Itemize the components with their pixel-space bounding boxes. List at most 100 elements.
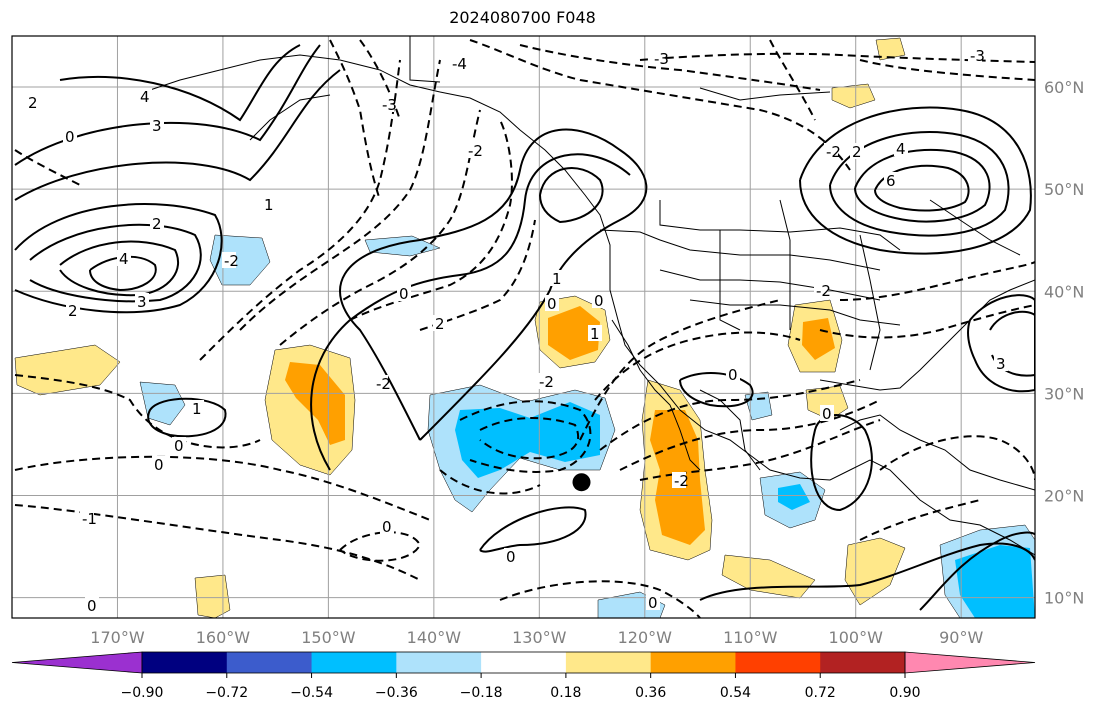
- latitude-label: 10°N: [1044, 589, 1084, 608]
- longitude-label: 90°W: [939, 628, 983, 647]
- contour-label: 0: [648, 594, 658, 612]
- contour-label: 0: [87, 597, 97, 615]
- contour-label: -2: [826, 143, 841, 161]
- negative-anomaly-area: [139, 381, 186, 426]
- contour-label: 4: [119, 250, 129, 268]
- anomaly-shading: [14, 37, 1035, 618]
- positive-anomaly-core: [802, 318, 835, 360]
- colorbar-segment: [565, 652, 652, 673]
- contour-label: -1: [82, 510, 97, 528]
- colorbar-extend-high: [904, 651, 1036, 674]
- location-marker: [572, 473, 591, 492]
- contour-label: 4: [140, 88, 150, 106]
- contour-label: 2: [152, 215, 162, 233]
- contour-label: 0: [154, 456, 164, 474]
- colorbar-tick-label: 0.90: [889, 685, 920, 701]
- positive-anomaly-area: [831, 83, 876, 109]
- colorbar-frame: [141, 651, 906, 674]
- graticule: [12, 36, 1035, 618]
- contour-label: 2: [68, 302, 78, 320]
- negative-anomaly-core: [955, 545, 1035, 618]
- contour-label: 0: [382, 518, 392, 536]
- longitude-label: 160°W: [196, 628, 251, 647]
- contour-label: 3: [152, 117, 162, 135]
- latitude-label: 20°N: [1044, 486, 1084, 505]
- contour-label: -3: [970, 47, 985, 65]
- contour-label: 2: [852, 143, 862, 161]
- colorbar-tick-label: −0.36: [375, 685, 418, 701]
- contour-label: 0: [547, 295, 557, 313]
- contour-label: 1: [264, 196, 274, 214]
- contour-label: 2: [28, 94, 38, 112]
- latitude-label: 30°N: [1044, 384, 1084, 403]
- contour-label: 0: [65, 128, 75, 146]
- longitude-labels: 170°W 160°W 150°W 140°W 130°W 120°W 110°W 100°W…: [90, 628, 983, 647]
- colorbar-segment: [396, 652, 482, 673]
- map-frame: [11, 35, 1036, 619]
- colorbar-segment: [226, 652, 313, 673]
- contour-label: 1: [192, 400, 202, 418]
- latitude-labels: 10°N 20°N 30°N 40°N 50°N 60°N: [1044, 78, 1084, 608]
- contour-label: -2: [816, 282, 831, 300]
- negative-anomaly-area: [209, 234, 271, 286]
- contour-label: -2: [674, 472, 689, 490]
- contour-label: 1: [552, 270, 562, 288]
- map-title: 2024080700 F048: [449, 8, 596, 27]
- colorbar: −0.90 −0.72 −0.54 −0.36 −0.18 0.18 0.36 0.54 0.7…: [11, 651, 1036, 701]
- contour-label: 0: [728, 366, 738, 384]
- latitude-label: 40°N: [1044, 282, 1084, 301]
- longitude-label: 110°W: [723, 628, 778, 647]
- longitude-label: 150°W: [301, 628, 356, 647]
- contour-label: 0: [822, 405, 832, 423]
- contour-lines: [14, 44, 1035, 611]
- colorbar-tick-label: 0.36: [635, 685, 666, 701]
- contour-label: 0: [399, 285, 409, 303]
- latitude-label: 60°N: [1044, 78, 1084, 97]
- map-content: 2 4 3 0 1 2 4 3 2 1 0 0 -2 -3 -4 -2 -3 -…: [12, 36, 1035, 618]
- colorbar-segment: [820, 652, 906, 673]
- contour-label: -3: [382, 96, 397, 114]
- dashed-contour-lines: [14, 39, 1035, 618]
- colorbar-extend-low: [11, 651, 143, 674]
- positive-anomaly-core: [548, 306, 600, 360]
- positive-anomaly-area: [844, 537, 906, 606]
- longitude-label: 130°W: [512, 628, 567, 647]
- positive-anomaly-core: [285, 362, 345, 445]
- negative-anomaly-core: [778, 484, 810, 510]
- longitude-label: 120°W: [618, 628, 673, 647]
- colorbar-segment: [311, 652, 397, 673]
- longitude-label: 170°W: [90, 628, 145, 647]
- positive-anomaly-area: [14, 344, 121, 396]
- colorbar-segment: [142, 652, 228, 673]
- contour-label: 3: [137, 293, 147, 311]
- colorbar-segment: [650, 652, 736, 673]
- contour-labels: 2 4 3 0 1 2 4 3 2 1 0 0 -2 -3 -4 -2 -3 -…: [26, 47, 1008, 615]
- contour-label: -2: [468, 142, 483, 160]
- contour-label: 0: [594, 292, 604, 310]
- positive-anomaly-area: [194, 574, 231, 618]
- longitude-label: 100°W: [829, 628, 884, 647]
- colorbar-tick-label: −0.90: [121, 685, 164, 701]
- colorbar-segment: [735, 652, 821, 673]
- latitude-label: 50°N: [1044, 180, 1084, 199]
- colorbar-tick-label: 0.54: [720, 685, 751, 701]
- contour-label: -3: [654, 50, 669, 68]
- colorbar-tick-label: −0.72: [205, 685, 248, 701]
- colorbar-tick-label: 0.72: [805, 685, 836, 701]
- colorbar-segment: [481, 652, 567, 673]
- contour-label: 0: [174, 437, 184, 455]
- contour-label: -4: [452, 55, 467, 73]
- coastlines: [149, 36, 1035, 556]
- contour-label: 1: [590, 325, 600, 343]
- contour-label: 0: [506, 548, 516, 566]
- contour-label: -2: [376, 375, 391, 393]
- colorbar-tick-label: 0.18: [550, 685, 581, 701]
- contour-label: -2: [539, 373, 554, 391]
- contour-label: 6: [886, 172, 896, 190]
- contour-label: 4: [896, 140, 906, 158]
- contour-label: 3: [996, 355, 1006, 373]
- contour-label: -2: [224, 252, 239, 270]
- longitude-label: 140°W: [407, 628, 462, 647]
- positive-anomaly-area: [875, 37, 906, 61]
- colorbar-tick-label: −0.18: [460, 685, 503, 701]
